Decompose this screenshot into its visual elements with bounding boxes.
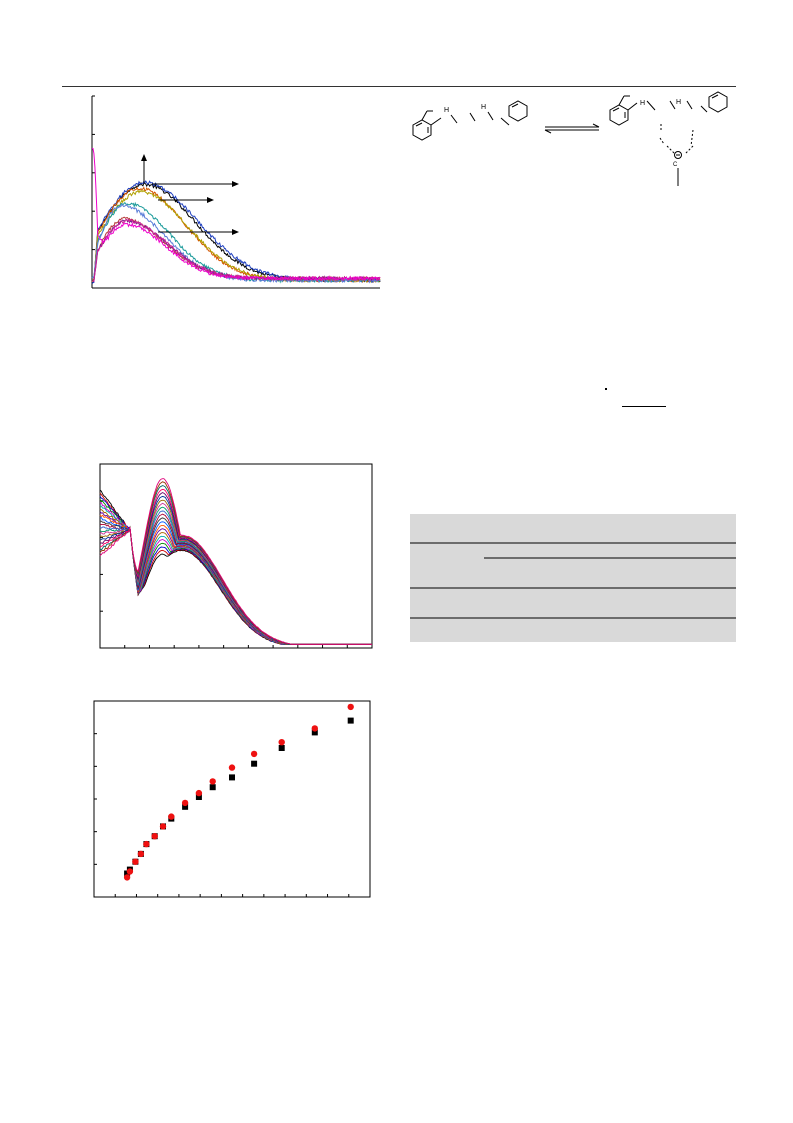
figure-c-square-point	[209, 784, 216, 791]
data-table	[410, 514, 736, 642]
figure-c-circle-point	[228, 764, 236, 771]
figure-c-square-point	[251, 760, 258, 767]
svg-text:C: C	[673, 162, 678, 168]
svg-text:H: H	[676, 99, 681, 106]
figure-b-series-line	[99, 478, 372, 645]
figure-a-ticks	[92, 95, 95, 289]
header-rule	[62, 86, 736, 87]
figure-c-square-point	[229, 774, 235, 781]
structure-left-labels: H H	[444, 104, 486, 114]
figure-c-circle-point	[137, 850, 145, 858]
figure-b-line-chart	[99, 463, 373, 649]
text-fragment-mark	[605, 388, 607, 390]
figure-a-series-line	[91, 201, 381, 284]
figure-c-circle-point	[143, 840, 150, 848]
figure-a-series	[91, 147, 381, 285]
equilibrium-arrow	[544, 123, 600, 134]
structure-right	[609, 91, 728, 186]
figure-a-line-chart	[91, 95, 381, 289]
figure-a-annotations	[141, 154, 239, 235]
structure-left	[412, 100, 528, 141]
figure-c-axes	[93, 700, 371, 898]
text-fragment-underline	[622, 406, 666, 407]
figure-c-circle-point	[181, 799, 189, 807]
figure-b-axes	[99, 463, 373, 649]
figure-a-series-line	[91, 218, 381, 282]
figure-c-circle-point	[151, 833, 158, 840]
figure-c-square-point	[182, 803, 189, 810]
figure-c-square-point	[124, 870, 131, 877]
figure-c-circle-point	[209, 778, 216, 785]
figure-c-square-point	[278, 745, 285, 751]
figure-b-series-line	[99, 517, 372, 645]
reaction-scheme: H H H H C	[412, 91, 728, 186]
svg-text:H: H	[444, 107, 449, 114]
figure-c-square-point	[347, 717, 354, 724]
svg-text:H: H	[481, 104, 486, 111]
figure-c-circle-point	[195, 789, 203, 797]
figure-b-series	[99, 478, 372, 645]
figure-a-series-line	[91, 203, 381, 284]
figure-c-scatter-chart	[93, 700, 371, 898]
figure-c-circle-point	[123, 874, 131, 881]
figure-a-series-line	[92, 218, 381, 283]
figure-c-circle-point	[126, 868, 134, 875]
figure-c-circle-point	[132, 858, 139, 865]
figure-a-series-line	[91, 216, 381, 282]
figure-c-circle-point	[278, 739, 285, 746]
figure-a-series-line	[91, 186, 381, 284]
figure-a-series-line	[91, 147, 381, 282]
figure-c-points	[123, 703, 354, 881]
figure-a-axes	[91, 96, 380, 289]
svg-text:H: H	[640, 100, 645, 107]
figure-c-circle-point	[168, 813, 175, 820]
figure-c-circle-point	[250, 750, 258, 758]
figure-c-ticks	[94, 733, 350, 897]
figure-c-square-point	[311, 729, 318, 736]
figure-c-square-point	[195, 794, 202, 800]
structure-right-labels: H H C	[640, 99, 681, 168]
figure-c-circle-point	[311, 725, 318, 732]
figure-c-circle-point	[347, 703, 354, 711]
figure-c-circle-point	[159, 823, 167, 830]
